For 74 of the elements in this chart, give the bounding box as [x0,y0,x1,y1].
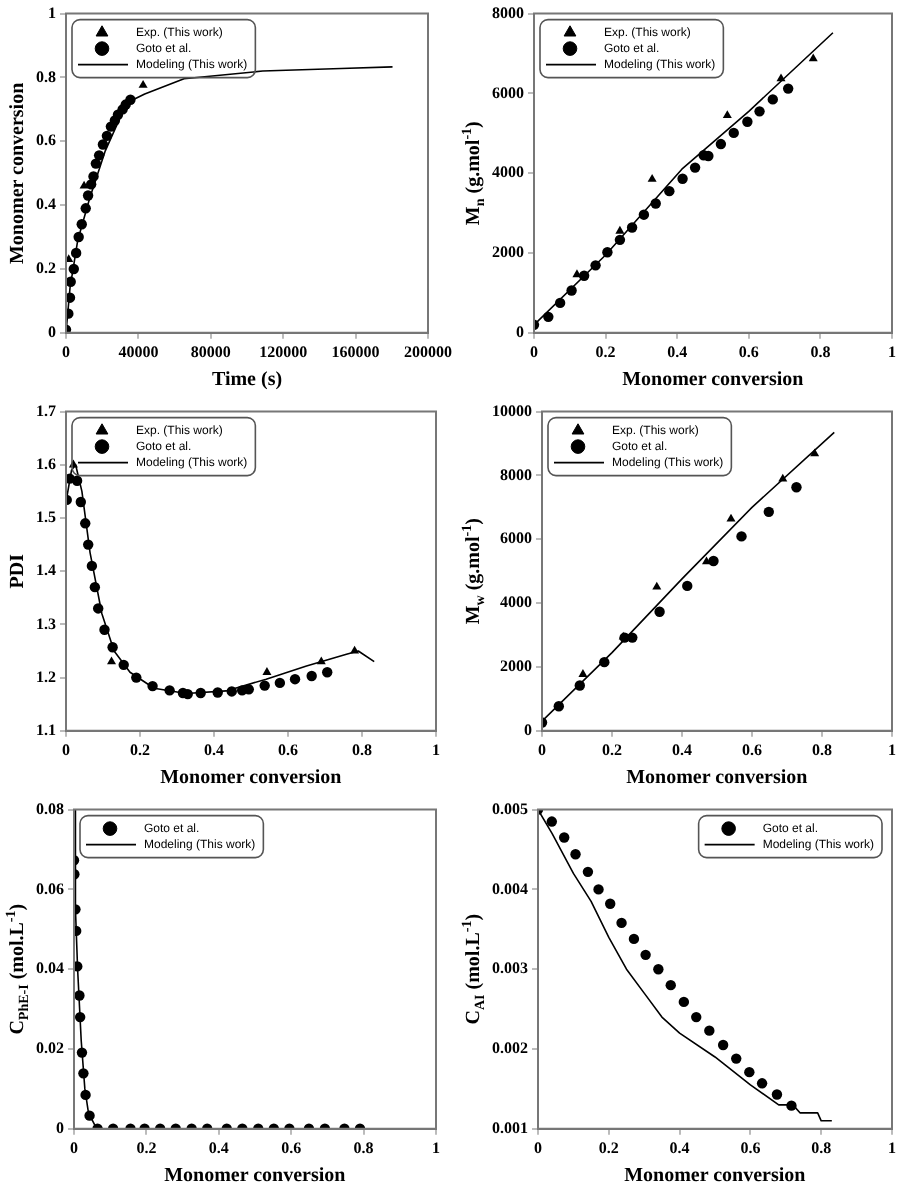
x-tick-label: 0.8 [812,740,832,759]
x-tick-label: 0.4 [667,342,688,361]
y-tick-label: 1 [48,3,56,22]
y-tick-label: 1.7 [36,401,56,420]
x-axis-title: Monomer conversion [160,767,343,790]
x-tick-label: 0.4 [672,740,692,759]
y-tick-label: 0.004 [492,879,528,898]
y-tick-label: 4000 [492,163,524,182]
x-tick-label: 1 [432,740,440,759]
y-tick-label: 8000 [500,465,532,484]
y-tick-label: 1.5 [36,508,56,527]
y-tick-label: 0.06 [36,879,64,898]
x-tick-label: 1 [888,1138,896,1157]
x-tick-label: 0.6 [278,740,298,759]
x-axis-title: Monomer conversion [626,767,809,790]
x-tick-label: 0.2 [136,1138,157,1157]
x-axis-title: Monomer conversion [164,1165,347,1188]
y-tick-label: 0.2 [36,259,56,278]
x-tick-label: 0.8 [810,342,831,361]
x-tick-label: 1 [432,1138,440,1157]
x-axis-title: Monomer conversion [624,1165,807,1188]
y-tick-label: 6000 [500,529,532,548]
y-tick-label: 1.3 [36,614,56,633]
x-tick-label: 40000 [118,342,159,361]
y-tick-label: 6000 [492,83,524,102]
x-tick-label: 1 [888,740,896,759]
y-tick-label: 0 [56,1118,64,1137]
y-tick-label: 0.08 [36,799,64,818]
y-tick-label: 0 [516,322,524,341]
y-axis-title: PDI [7,553,30,589]
y-tick-label: 1.1 [36,720,56,739]
y-tick-label: 0.6 [36,131,56,150]
x-tick-label: 0.6 [281,1138,302,1157]
y-tick-label: 10000 [492,401,532,420]
x-tick-label: 120000 [259,342,308,361]
x-tick-label: 1 [888,342,896,361]
y-tick-label: 2000 [492,243,524,262]
x-tick-label: 0.6 [740,1138,761,1157]
y-tick-label: 8000 [492,3,524,22]
y-tick-label: 0 [524,720,532,739]
x-tick-label: 160000 [331,342,380,361]
y-tick-label: 0.04 [36,959,64,978]
y-axis-title: Monomer conversion [7,81,30,265]
x-tick-label: 80000 [190,342,231,361]
y-tick-label: 0.001 [492,1118,528,1137]
y-tick-label: 0.8 [36,67,56,86]
y-tick-label: 2000 [500,657,532,676]
x-tick-label: 0.4 [204,740,224,759]
x-tick-label: 0 [538,740,546,759]
x-tick-label: 0.2 [595,342,616,361]
x-tick-label: 0.4 [669,1138,690,1157]
y-tick-label: 0.003 [492,959,528,978]
x-tick-label: 200000 [404,342,452,361]
y-tick-label: 1.2 [36,667,56,686]
y-tick-label: 1.4 [36,561,56,580]
y-tick-label: 0.02 [36,1039,64,1058]
x-tick-label: 0.6 [742,740,762,759]
x-tick-label: 0.8 [353,1138,374,1157]
x-tick-label: 0.2 [130,740,150,759]
y-tick-label: 0.005 [492,799,528,818]
y-tick-label: 4000 [500,593,532,612]
x-tick-label: 0.6 [738,342,759,361]
x-tick-label: 0.4 [208,1138,229,1157]
x-tick-label: 0.2 [598,1138,619,1157]
y-tick-label: 0 [48,322,56,341]
x-tick-label: 0.8 [811,1138,832,1157]
x-tick-label: 0.8 [352,740,372,759]
x-tick-label: 0.2 [602,740,622,759]
y-tick-label: 0.002 [492,1039,528,1058]
x-tick-label: 0 [70,1138,78,1157]
x-axis-title: Time (s) [211,369,283,392]
x-axis-title: Monomer conversion [622,369,805,392]
y-tick-label: 1.6 [36,454,56,473]
y-tick-label: 0.4 [36,195,56,214]
